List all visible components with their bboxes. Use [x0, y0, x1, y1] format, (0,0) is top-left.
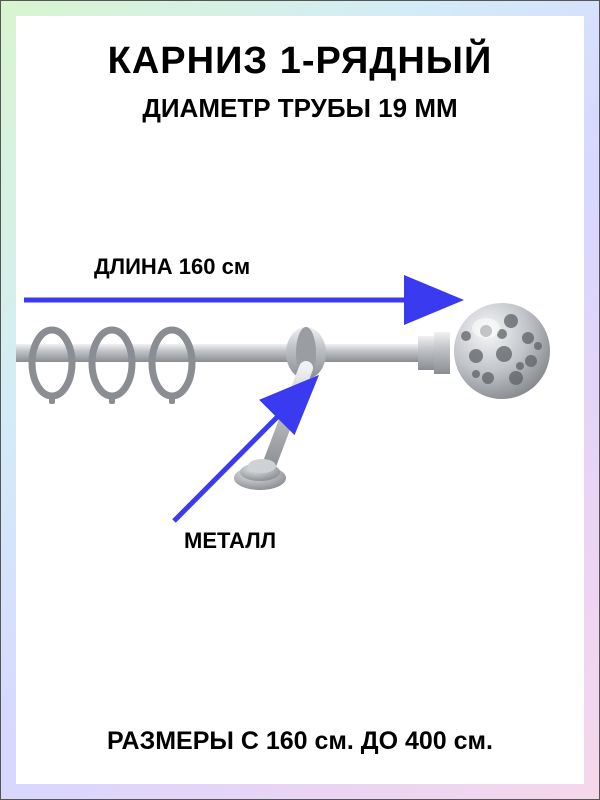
- ring-hooks: [49, 394, 175, 404]
- inner-panel: КАРНИЗ 1-РЯДНЫЙ ДИАМЕТР ТРУБЫ 19 ММ ДЛИН…: [16, 16, 584, 784]
- sizes-footer: РАЗМЕРЫ С 160 см. ДО 400 см.: [16, 727, 584, 756]
- bracket-arm: [234, 368, 306, 490]
- finial-ball: [454, 303, 550, 399]
- product-card: КАРНИЗ 1-РЯДНЫЙ ДИАМЕТР ТРУБЫ 19 ММ ДЛИН…: [0, 0, 600, 800]
- material-arrow: [174, 382, 312, 521]
- material-label: МЕТАЛЛ: [184, 528, 276, 554]
- curtain-rod: [16, 344, 424, 362]
- illustration-svg: [16, 16, 586, 786]
- finial-collar: [418, 332, 450, 374]
- ring-group: [32, 330, 192, 396]
